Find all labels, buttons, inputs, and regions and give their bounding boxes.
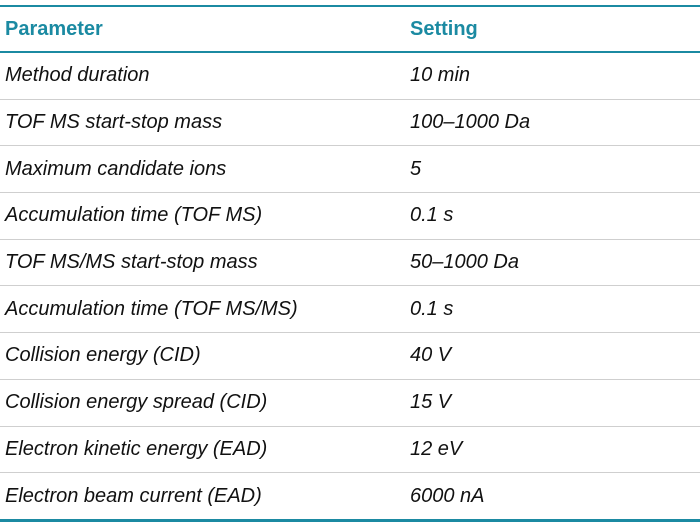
header-cell: Parameter — [5, 17, 103, 40]
parameter-cell: Maximum candidate ions — [0, 145, 405, 194]
table-row: Electron kinetic energy (EAD) 12 eV — [0, 426, 700, 474]
parameter-cell: Electron kinetic energy (EAD) — [0, 426, 405, 474]
table-row: Collision energy spread (CID) 15 V — [0, 379, 700, 427]
parameter-cell: TOF MS start-stop mass — [0, 99, 405, 147]
parameter-cell: Collision energy (CID) — [0, 332, 405, 380]
table-row: Collision energy (CID) 40 V — [0, 332, 700, 380]
table-row: Method duration 10 min — [0, 52, 700, 100]
setting-cell: 100–1000 Da — [405, 99, 700, 147]
parameter-table: Parameter Setting Method duration 10 min T… — [0, 5, 700, 522]
table-row: Accumulation time (TOF MS/MS) 0.1 s — [0, 285, 700, 334]
setting-cell: 0.1 s — [405, 285, 700, 334]
table-row: Accumulation time (TOF MS) 0.1 s — [0, 192, 700, 240]
parameter-cell: Accumulation time (TOF MS/MS) — [0, 285, 405, 334]
table-row: Electron beam current (EAD) 6000 nA — [0, 472, 700, 522]
parameter-cell: Method duration — [0, 52, 405, 100]
parameter-cell: Accumulation time (TOF MS) — [0, 192, 405, 240]
setting-cell: 50–1000 Da — [405, 239, 700, 287]
setting-cell: 5 — [405, 145, 700, 194]
setting-cell: 12 eV — [405, 426, 700, 474]
table-header: Parameter Setting — [0, 6, 700, 52]
setting-cell: 6000 nA — [405, 472, 700, 522]
parameter-cell: Electron beam current (EAD) — [0, 472, 405, 522]
setting-cell: 40 V — [405, 332, 700, 380]
header-cell: Setting — [410, 17, 478, 40]
header-row: Parameter Setting — [0, 6, 700, 52]
table-body: Method duration 10 min TOF MS start-stop m… — [0, 52, 700, 522]
setting-cell: 10 min — [405, 52, 700, 100]
parameter-cell: TOF MS/MS start-stop mass — [0, 239, 405, 287]
parameter-cell: Collision energy spread (CID) — [0, 379, 405, 427]
setting-cell: 0.1 s — [405, 192, 700, 240]
setting-cell: 15 V — [405, 379, 700, 427]
table-row: TOF MS start-stop mass 100–1000 Da — [0, 99, 700, 147]
table-row: Maximum candidate ions 5 — [0, 145, 700, 194]
table-row: TOF MS/MS start-stop mass 50–1000 Da — [0, 239, 700, 287]
